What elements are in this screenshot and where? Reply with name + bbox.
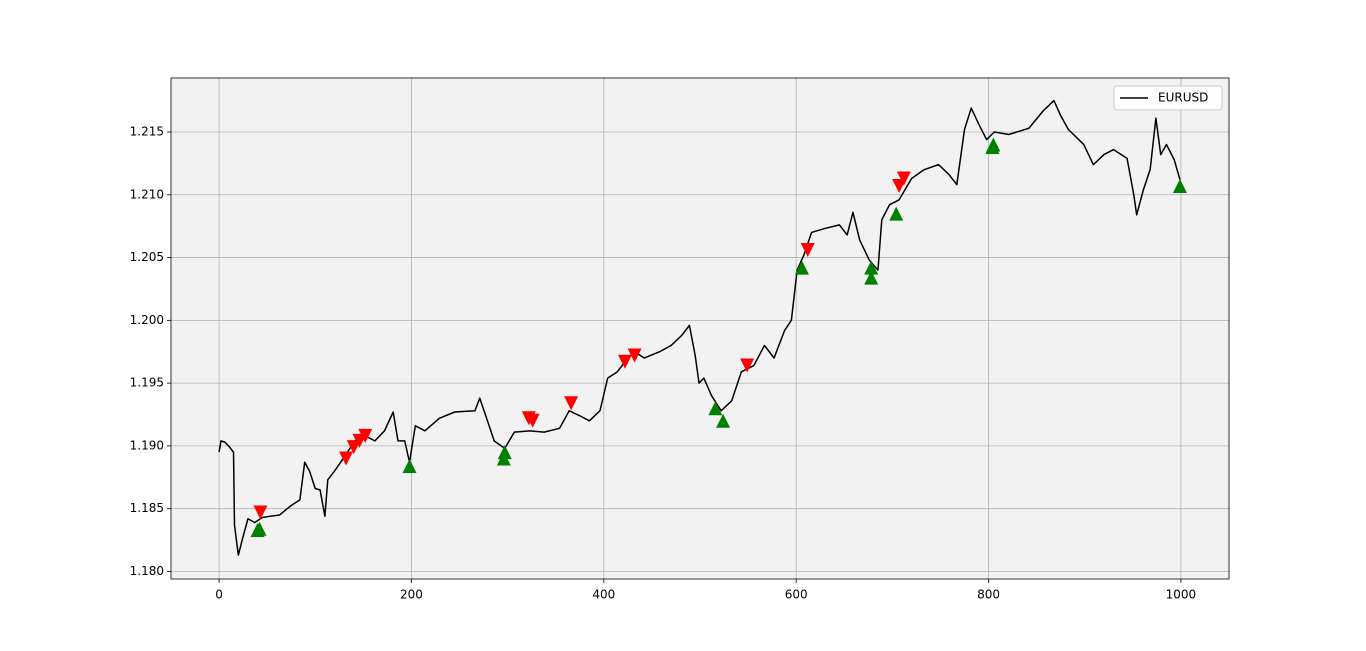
- signal-marker: [708, 401, 723, 416]
- plot-frame: [170, 77, 1230, 580]
- signal-marker: [716, 413, 731, 428]
- x-tick-label: 0: [215, 588, 223, 602]
- signal-marker: [525, 413, 540, 428]
- x-tick-label: 200: [400, 588, 423, 602]
- x-tick-label: 1000: [1166, 588, 1197, 602]
- x-tick-label: 800: [977, 588, 1000, 602]
- signal-marker: [346, 440, 361, 455]
- y-tick-label: 1.210: [130, 187, 164, 201]
- legend: EURUSD: [1113, 85, 1223, 111]
- signal-marker: [864, 270, 879, 285]
- signal-marker: [1172, 178, 1187, 193]
- signal-marker: [402, 458, 417, 473]
- x-tick-label: 600: [785, 588, 808, 602]
- y-tick-label: 1.190: [130, 438, 164, 452]
- signal-marker: [627, 348, 642, 363]
- signal-marker: [864, 260, 879, 275]
- signal-marker: [497, 445, 512, 460]
- y-tick-label: 1.185: [130, 501, 164, 515]
- signal-marker: [358, 428, 373, 443]
- legend-label: EURUSD: [1158, 91, 1208, 105]
- plot-area: [171, 78, 1229, 579]
- y-tick-label: 1.200: [130, 313, 164, 327]
- signal-marker: [252, 521, 267, 536]
- signal-marker: [800, 243, 815, 258]
- signal-marker: [896, 171, 911, 186]
- signal-marker: [617, 354, 632, 369]
- signal-marker: [253, 505, 268, 520]
- y-tick-label: 1.205: [130, 250, 164, 264]
- price-line: [218, 99, 1181, 556]
- signal-marker: [889, 206, 904, 221]
- signal-marker: [986, 137, 1001, 152]
- signal-marker: [339, 451, 354, 466]
- signal-marker: [740, 358, 755, 373]
- signal-marker: [564, 396, 579, 411]
- y-tick-label: 1.195: [130, 376, 164, 390]
- x-tick-label: 400: [592, 588, 615, 602]
- y-tick-label: 1.215: [130, 124, 164, 138]
- y-tick-label: 1.180: [130, 564, 164, 578]
- legend-box: [1113, 85, 1223, 111]
- signal-marker: [794, 260, 809, 275]
